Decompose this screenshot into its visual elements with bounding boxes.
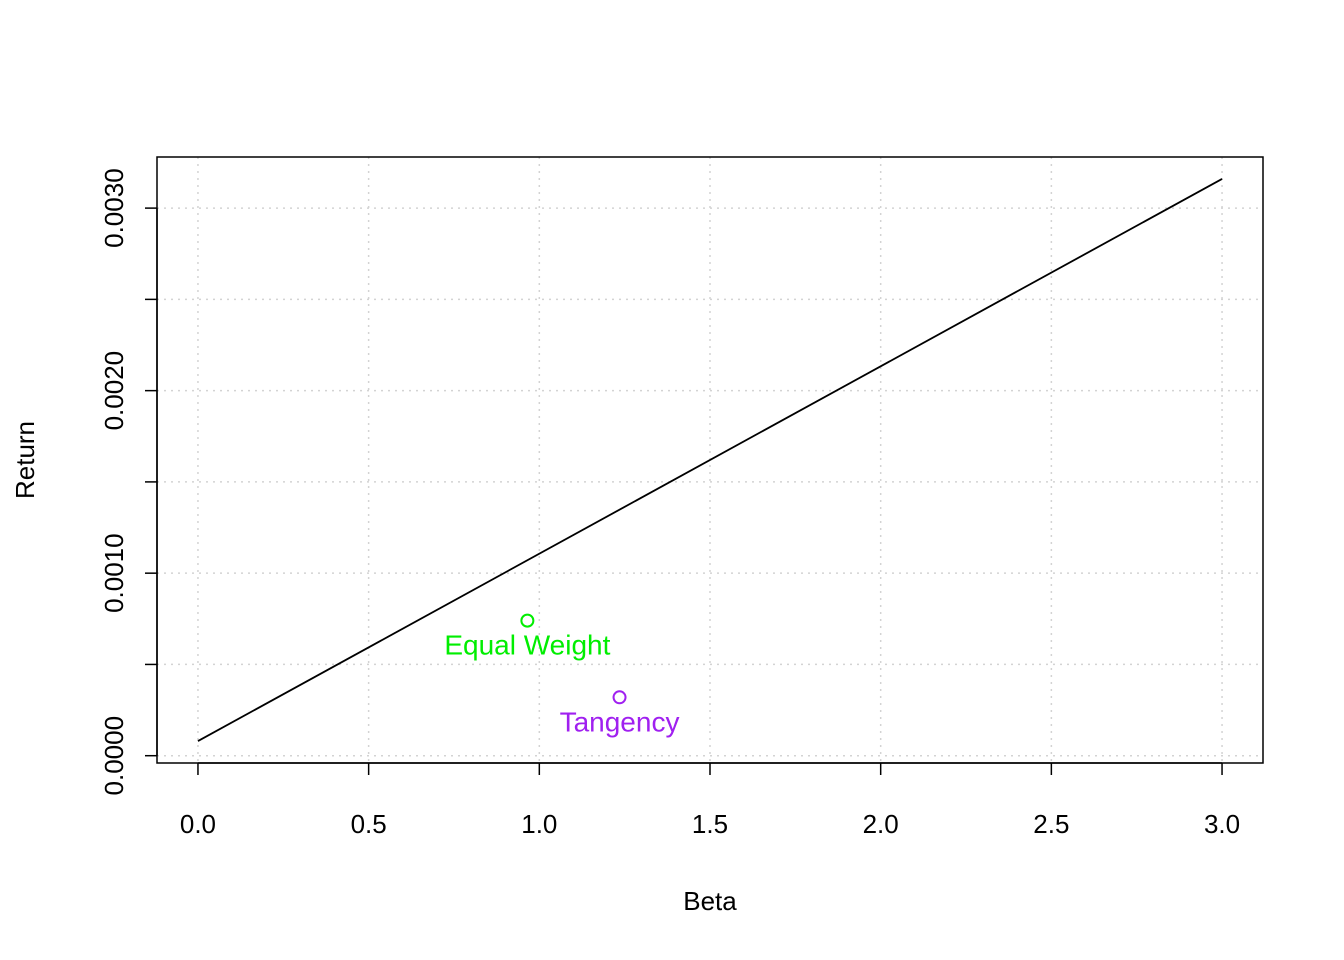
line-series (197, 178, 1223, 742)
x-tick-label-3: 1.5 (692, 809, 728, 839)
point-label-equal-weight: Equal Weight (444, 630, 610, 661)
x-tick-label-5: 2.5 (1033, 809, 1069, 839)
y-tick-label-2: 0.0010 (99, 533, 129, 613)
x-tick-label-0: 0.0 (180, 809, 216, 839)
point-label-tangency: Tangency (560, 706, 680, 737)
y-tick-label-4: 0.0020 (99, 351, 129, 431)
points: Equal Weight Tangency (444, 613, 680, 737)
point-equal-weight (520, 613, 535, 628)
point-tangency (612, 690, 627, 705)
security-market-line (197, 178, 1223, 742)
x-axis-label: Beta (683, 886, 737, 916)
y-axis-label: Return (10, 421, 40, 499)
y-axis: 0.0000 0.0010 0.0020 0.0030 (99, 168, 158, 796)
x-tick-label-1: 0.5 (351, 809, 387, 839)
y-tick-label-0: 0.0000 (99, 716, 129, 796)
y-tick-label-6: 0.0030 (99, 168, 129, 248)
x-axis: 0.0 0.5 1.0 1.5 2.0 2.5 3.0 (180, 762, 1240, 839)
x-tick-label-6: 3.0 (1204, 809, 1240, 839)
x-tick-label-2: 1.0 (521, 809, 557, 839)
x-tick-label-4: 2.0 (863, 809, 899, 839)
